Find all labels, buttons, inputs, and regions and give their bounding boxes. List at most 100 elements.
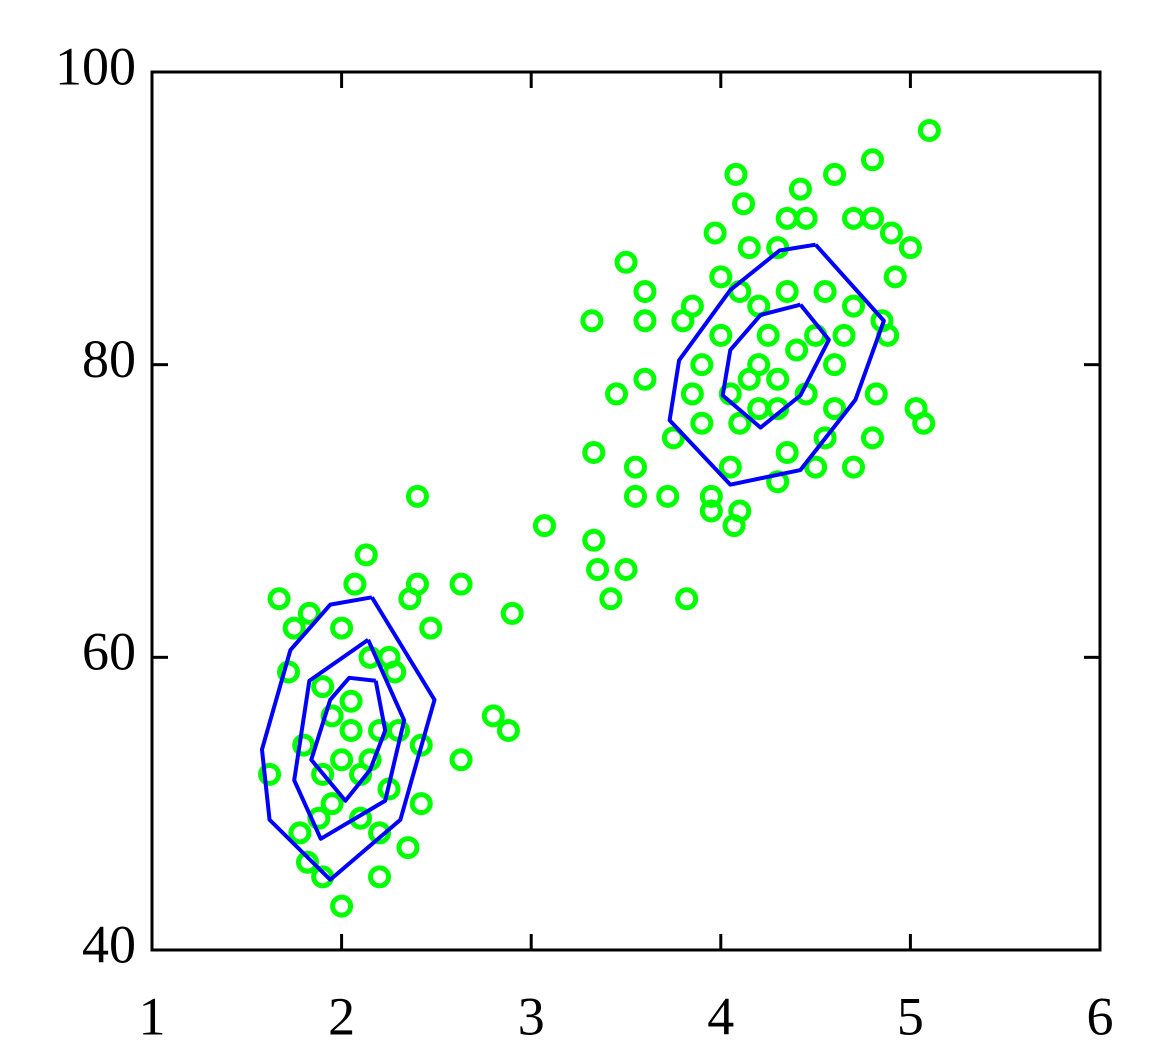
point	[258, 762, 282, 786]
point	[766, 367, 790, 391]
point	[788, 177, 812, 201]
point	[728, 411, 752, 435]
point	[368, 821, 392, 845]
point	[623, 484, 647, 508]
point	[832, 323, 856, 347]
point	[823, 353, 847, 377]
y-tick-label: 80	[82, 329, 136, 389]
point	[532, 514, 556, 538]
contour-line	[259, 595, 437, 882]
point	[680, 382, 704, 406]
point	[396, 836, 420, 860]
point	[775, 280, 799, 303]
point	[898, 236, 922, 260]
point	[747, 397, 771, 421]
plot-area	[258, 119, 941, 918]
point	[699, 484, 723, 508]
point	[823, 397, 847, 421]
point	[680, 294, 704, 318]
point	[330, 748, 354, 772]
point	[586, 558, 610, 582]
point	[709, 265, 733, 289]
point	[842, 455, 866, 479]
point	[661, 426, 685, 450]
point	[297, 601, 321, 625]
contour-line	[667, 242, 886, 487]
point	[813, 426, 837, 450]
point	[311, 675, 335, 699]
point	[813, 280, 837, 303]
y-tick-label: 40	[82, 914, 136, 974]
point	[582, 440, 606, 464]
y-tick-label: 60	[82, 622, 136, 682]
point	[690, 411, 714, 435]
point	[267, 587, 291, 611]
point	[354, 543, 378, 567]
point	[879, 221, 903, 245]
point	[405, 484, 429, 508]
point	[295, 850, 319, 874]
point	[842, 294, 866, 318]
x-tick-label: 6	[1087, 986, 1114, 1046]
point	[311, 762, 335, 786]
point	[756, 323, 780, 347]
point	[409, 733, 433, 757]
point	[912, 411, 936, 435]
point	[656, 484, 680, 508]
point	[320, 792, 344, 816]
point	[383, 660, 407, 684]
point	[368, 719, 392, 742]
point	[614, 250, 638, 274]
point	[282, 616, 306, 640]
contour-line	[292, 638, 407, 841]
point	[794, 206, 818, 230]
x-tick-label: 4	[707, 986, 734, 1046]
point	[339, 689, 363, 713]
point	[599, 587, 623, 611]
point	[804, 455, 828, 479]
contour-line	[309, 675, 388, 803]
point	[481, 704, 505, 728]
y-tick-label: 100	[55, 36, 136, 96]
point	[339, 719, 363, 742]
point	[864, 382, 888, 406]
point	[724, 162, 748, 186]
point	[633, 309, 657, 333]
point	[330, 616, 354, 640]
point	[732, 192, 756, 216]
point	[419, 616, 443, 640]
point	[500, 601, 524, 625]
point	[605, 382, 629, 406]
point	[582, 528, 606, 552]
point	[860, 426, 884, 450]
point	[409, 792, 433, 816]
point	[405, 572, 429, 596]
point	[623, 455, 647, 479]
x-tick-label: 5	[897, 986, 924, 1046]
point	[883, 265, 907, 289]
point	[580, 309, 604, 333]
point	[860, 206, 884, 230]
x-tick-label: 1	[139, 986, 166, 1046]
point	[449, 572, 473, 596]
point	[449, 748, 473, 772]
point	[703, 221, 727, 245]
x-tick-label: 2	[328, 986, 355, 1046]
point	[614, 558, 638, 582]
point	[823, 162, 847, 186]
point	[633, 367, 657, 391]
point	[842, 206, 866, 230]
point	[330, 894, 354, 918]
point	[709, 323, 733, 347]
point	[737, 236, 761, 260]
plot-frame	[150, 70, 1102, 952]
contour-line	[720, 302, 831, 430]
point	[690, 353, 714, 377]
point	[292, 733, 316, 757]
point	[633, 280, 657, 303]
x-tick-label: 3	[518, 986, 545, 1046]
point	[737, 367, 761, 391]
point	[728, 499, 752, 523]
point	[785, 338, 809, 362]
